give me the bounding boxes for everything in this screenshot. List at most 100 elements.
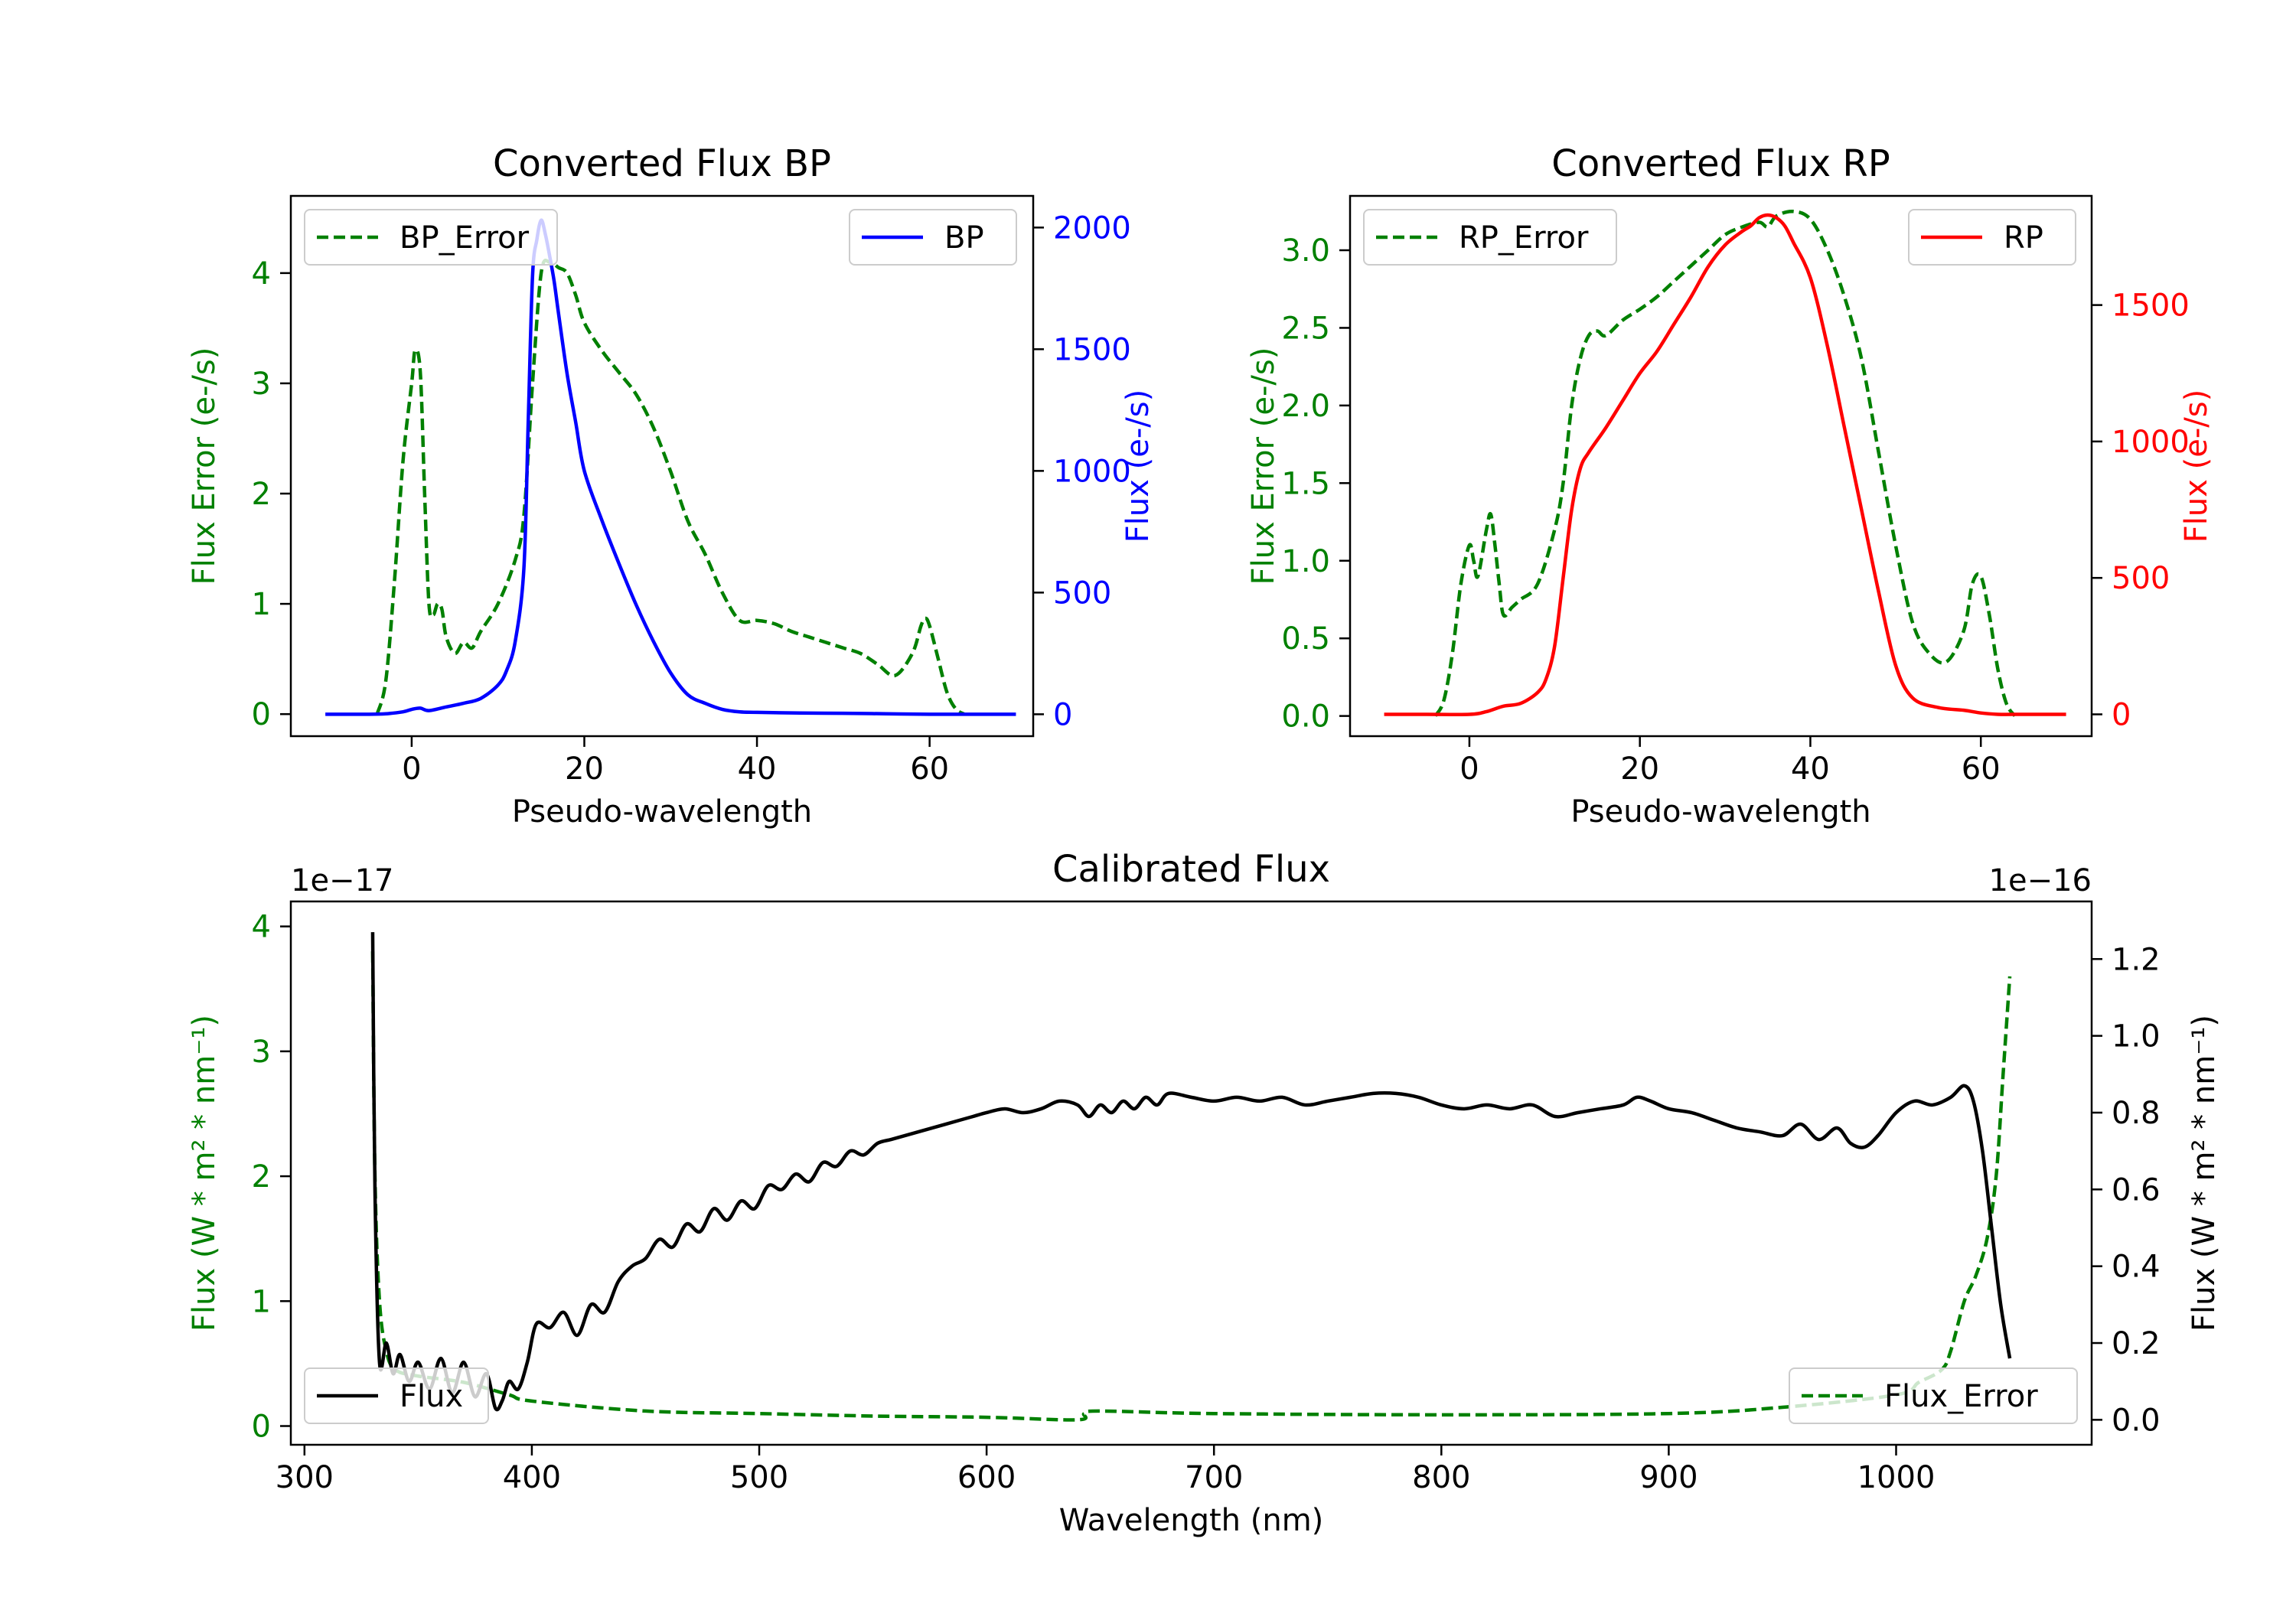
series-line-rp-error: [1433, 209, 2017, 718]
y-right-tick-label: 500: [1053, 575, 1111, 611]
y-right-tick-label: 2000: [1053, 210, 1131, 246]
x-tick-label: 60: [1962, 751, 2001, 787]
y-left-tick-label: 0: [252, 697, 271, 732]
tick-layer: 300 400 500 600 700 800 900 1000 0 1 2 3 4 0.0 0.2 0.4 0…: [252, 910, 2161, 1495]
y-right-tick-label: 0.2: [2112, 1326, 2161, 1361]
y-left-tick-label: 0.5: [1281, 621, 1330, 657]
y-left-tick-label: 3.0: [1281, 233, 1330, 269]
series-line-rp: [1384, 213, 2066, 716]
legend-label: RP_Error: [1459, 220, 1589, 256]
y-left-tick-label: 0.0: [1281, 699, 1330, 735]
y-left-tick-label: 2.5: [1281, 311, 1330, 346]
y-right-tick-label: 500: [2112, 561, 2170, 596]
y-left-tick-label: 4: [252, 910, 271, 945]
y-right-tick-label: 0: [2112, 697, 2131, 732]
plot-area: [1384, 209, 2066, 718]
y-offset-right: 1e−16: [1989, 863, 2092, 898]
y-right-tick-label: 1000: [1053, 454, 1131, 489]
x-axis-label: Pseudo-wavelength: [1570, 794, 1870, 830]
legend-bp-error: BP_Error: [304, 209, 558, 266]
legend-flux-error: Flux_Error: [1789, 1367, 2078, 1424]
x-tick-label: 0: [1459, 751, 1479, 787]
x-tick-label: 0: [402, 751, 421, 787]
y-left-tick-label: 1: [252, 1284, 271, 1319]
y-left-tick-label: 3: [252, 1035, 271, 1070]
series-line-bp-error: [375, 258, 965, 716]
y-right-tick-label: 1000: [2112, 425, 2190, 460]
x-tick-label: 300: [276, 1460, 334, 1495]
x-tick-label: 400: [503, 1460, 561, 1495]
x-tick-label: 20: [565, 751, 604, 787]
y-right-tick-label: 0: [1053, 697, 1072, 732]
y-right-tick-label: 0.4: [2112, 1250, 2161, 1285]
x-tick-label: 800: [1412, 1460, 1470, 1495]
y-left-tick-label: 1.0: [1281, 544, 1330, 579]
y-right-tick-label: 1500: [2112, 288, 2190, 324]
y-left-tick-label: 1: [252, 587, 271, 622]
x-axis-label: Pseudo-wavelength: [512, 794, 812, 830]
y-right-tick-label: 1.2: [2112, 942, 2161, 977]
panel-calibrated-flux: Calibrated Flux 300 400 500 600 700 800 900 100…: [187, 848, 2222, 1538]
legend-frame: [1363, 209, 1617, 266]
series-line-flux: [370, 932, 2012, 1412]
panel-converted-flux-bp: Converted Flux BP 0 20 40 60012340500100015…: [187, 142, 1156, 830]
x-tick-label: 700: [1185, 1460, 1243, 1495]
y-offset-left: 1e−17: [291, 863, 393, 898]
y-left-tick-label: 2.0: [1281, 389, 1330, 424]
legend-label: Flux: [400, 1379, 463, 1414]
y-right-tick-label: 0.8: [2112, 1096, 2161, 1131]
x-tick-label: 60: [910, 751, 949, 787]
series-line-bp: [325, 218, 1016, 716]
y-left-tick-label: 0: [252, 1410, 271, 1445]
y-right-tick-label: 0.6: [2112, 1172, 2161, 1208]
y-axis-label-right: Flux (e-/s): [2179, 390, 2214, 543]
legend-label: BP: [944, 220, 984, 256]
x-axis-label: Wavelength (nm): [1059, 1503, 1324, 1538]
legend-frame: [849, 209, 1017, 266]
legend-frame: [304, 1367, 489, 1424]
panel-title: Calibrated Flux: [1052, 848, 1330, 891]
x-tick-label: 20: [1620, 751, 1659, 787]
series-line-flux-error: [370, 951, 2012, 1422]
y-left-tick-label: 2: [252, 1159, 271, 1195]
legend-bp: BP: [849, 209, 1017, 266]
legend-rp: RP: [1908, 209, 2076, 266]
panel-title: Converted Flux BP: [493, 142, 831, 185]
y-left-tick-label: 2: [252, 477, 271, 512]
legend-frame: [304, 209, 558, 266]
x-tick-label: 40: [1791, 751, 1830, 787]
y-right-tick-label: 1.0: [2112, 1019, 2161, 1054]
y-axis-label-right: Flux (e-/s): [1120, 390, 1156, 543]
x-tick-label: 40: [738, 751, 777, 787]
x-tick-label: 600: [957, 1460, 1016, 1495]
legend-label: Flux_Error: [1884, 1379, 2038, 1414]
y-right-tick-label: 1500: [1053, 332, 1131, 367]
y-left-tick-label: 1.5: [1281, 466, 1330, 501]
y-axis-label-left: Flux (W * m² * nm⁻¹): [187, 1015, 222, 1332]
axes-frame: [289, 194, 1035, 738]
tick-layer: 0 20 40 60 0.0 0.5 1.0 1.5 2.0 2.5 3.0 0 500 1000 1500: [1281, 233, 2189, 787]
axes-frame: [1349, 194, 2093, 738]
panel-converted-flux-rp: Converted Flux RP 0 20 40 60 0.0 0.5 1.0 1.5 2.0…: [1246, 142, 2214, 830]
legend-flux: Flux: [304, 1367, 489, 1424]
legend-frame: [1789, 1367, 2078, 1424]
legend-label: BP_Error: [400, 220, 530, 256]
legend-rp-error: RP_Error: [1363, 209, 1617, 266]
axes-frame: [289, 900, 2093, 1446]
y-axis-label-left: Flux Error (e-/s): [1246, 347, 1281, 585]
x-tick-label: 500: [730, 1460, 788, 1495]
y-axis-label-left: Flux Error (e-/s): [187, 347, 222, 585]
y-axis-label-right: Flux (W * m² * nm⁻¹): [2187, 1015, 2222, 1332]
x-tick-label: 900: [1639, 1460, 1698, 1495]
y-left-tick-label: 4: [252, 256, 271, 292]
legend-frame: [1908, 209, 2076, 266]
panel-title: Converted Flux RP: [1551, 142, 1890, 185]
y-left-tick-label: 3: [252, 367, 271, 402]
legend-label: RP: [2004, 220, 2043, 256]
plot-area: [325, 218, 1016, 716]
y-right-tick-label: 0.0: [2112, 1403, 2161, 1438]
x-tick-label: 1000: [1857, 1460, 1936, 1495]
plot-area: [370, 932, 2012, 1422]
